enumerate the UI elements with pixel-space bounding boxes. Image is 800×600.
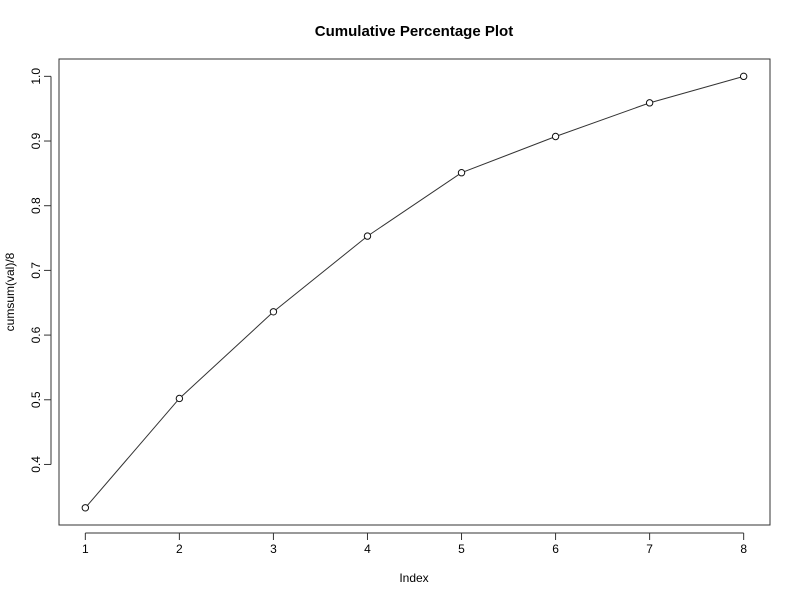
data-point <box>551 132 560 141</box>
y-tick-label: 0.7 <box>29 262 43 279</box>
data-point <box>645 99 654 107</box>
y-axis-label: cumsum(val)/8 <box>3 252 17 331</box>
plot-frame <box>58 58 771 526</box>
x-tick-label: 5 <box>458 542 465 556</box>
x-tick-label: 1 <box>82 542 89 556</box>
data-point <box>175 394 184 403</box>
x-tick-label: 8 <box>740 542 747 556</box>
x-axis-label: Index <box>399 571 428 585</box>
x-tick-label: 7 <box>646 542 653 556</box>
y-tick-label: 0.9 <box>29 132 43 149</box>
x-tick-label: 4 <box>364 542 371 556</box>
y-tick-label: 0.5 <box>29 391 43 408</box>
data-point <box>81 504 90 512</box>
data-point <box>457 169 466 177</box>
x-axis: 1 2 3 4 5 6 7 8 <box>82 532 747 556</box>
y-tick-label: 1.0 <box>29 68 43 85</box>
y-tick-label: 0.8 <box>29 197 43 214</box>
chart-title: Cumulative Percentage Plot <box>315 23 513 40</box>
series-line <box>84 75 744 509</box>
x-tick-label: 6 <box>552 542 559 556</box>
y-tick-label: 0.6 <box>29 326 43 343</box>
data-point <box>269 308 278 316</box>
x-tick-label: 2 <box>176 542 183 556</box>
y-axis: 0.4 0.5 0.6 0.7 0.8 0.9 1.0 <box>29 68 52 473</box>
series <box>81 72 748 512</box>
x-tick-label: 3 <box>270 542 277 556</box>
data-point <box>363 232 372 240</box>
y-tick-label: 0.4 <box>29 456 43 473</box>
data-point <box>739 72 748 81</box>
